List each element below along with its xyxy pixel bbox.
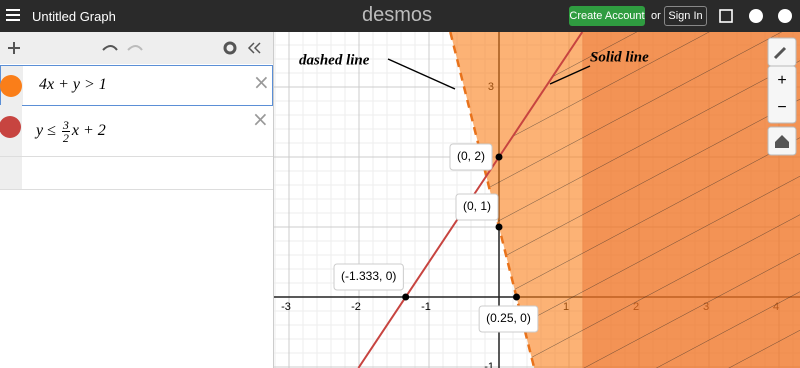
- expression-text: x + 2: [71, 122, 106, 140]
- settings-button[interactable]: [223, 41, 237, 55]
- annotation-arrow: [549, 65, 591, 85]
- point-label-box: [478, 305, 539, 333]
- zoom-buttons[interactable]: [767, 65, 797, 124]
- denominator: 2: [62, 131, 69, 145]
- annotation: Solid line: [590, 49, 649, 65]
- menu-icon[interactable]: [6, 0, 26, 32]
- point: [402, 293, 410, 301]
- redo-button[interactable]: [127, 45, 143, 51]
- point: [495, 153, 503, 161]
- zoom-out[interactable]: −: [777, 99, 786, 116]
- point-label-box: [333, 263, 404, 291]
- expression-row[interactable]: 4x + y > 1 ×: [0, 65, 273, 106]
- point-label-box: [449, 143, 493, 171]
- delete-button[interactable]: ×: [252, 107, 269, 131]
- zoom-in[interactable]: +: [777, 72, 786, 89]
- logo: desmos: [362, 4, 433, 26]
- collapse-button[interactable]: [247, 42, 261, 54]
- top-bar: Untitled Graph desmos Create Account or …: [0, 0, 800, 32]
- expression-icon[interactable]: [0, 74, 23, 98]
- graph-title[interactable]: Untitled Graph: [32, 9, 116, 24]
- or-text: or: [651, 10, 661, 22]
- sign-in-button[interactable]: Sign In: [664, 6, 707, 26]
- expression-icon[interactable]: [0, 115, 22, 139]
- graph-canvas[interactable]: -3-2-112343-1 (0, 2)(0, 1)(-1.333, 0)(0.…: [274, 32, 800, 368]
- point-label: (0, 1): [463, 199, 491, 213]
- point: [495, 223, 503, 231]
- expression-text: 4x + y > 1: [39, 76, 107, 93]
- help-icon[interactable]: [749, 9, 763, 23]
- empty-expression-row[interactable]: [0, 157, 273, 190]
- hatch-overlap: [486, 32, 800, 368]
- annotation: dashed line: [299, 52, 370, 68]
- point-label: (0, 2): [457, 149, 485, 163]
- undo-button[interactable]: [102, 45, 118, 51]
- point-label-box: [455, 193, 499, 221]
- x-tick-label: -2: [351, 301, 361, 313]
- numerator: 3: [61, 118, 70, 132]
- annotation-arrow: [387, 58, 456, 90]
- zoom-controls: + −: [767, 37, 797, 156]
- header-icons: [719, 9, 792, 23]
- delete-button[interactable]: ×: [253, 70, 270, 94]
- panel-toolbar: [0, 32, 273, 64]
- point: [513, 293, 520, 301]
- globe-icon[interactable]: [778, 9, 792, 23]
- expression-text: y ≤: [36, 122, 60, 140]
- x-tick-label: -3: [281, 301, 291, 313]
- share-icon[interactable]: [719, 9, 733, 23]
- y-tick-label: -1: [484, 361, 494, 368]
- point-label: (-1.333, 0): [341, 269, 396, 283]
- create-account-button[interactable]: Create Account: [569, 6, 645, 26]
- x-tick-label: -1: [421, 301, 431, 313]
- point-label: (0.25, 0): [486, 311, 531, 325]
